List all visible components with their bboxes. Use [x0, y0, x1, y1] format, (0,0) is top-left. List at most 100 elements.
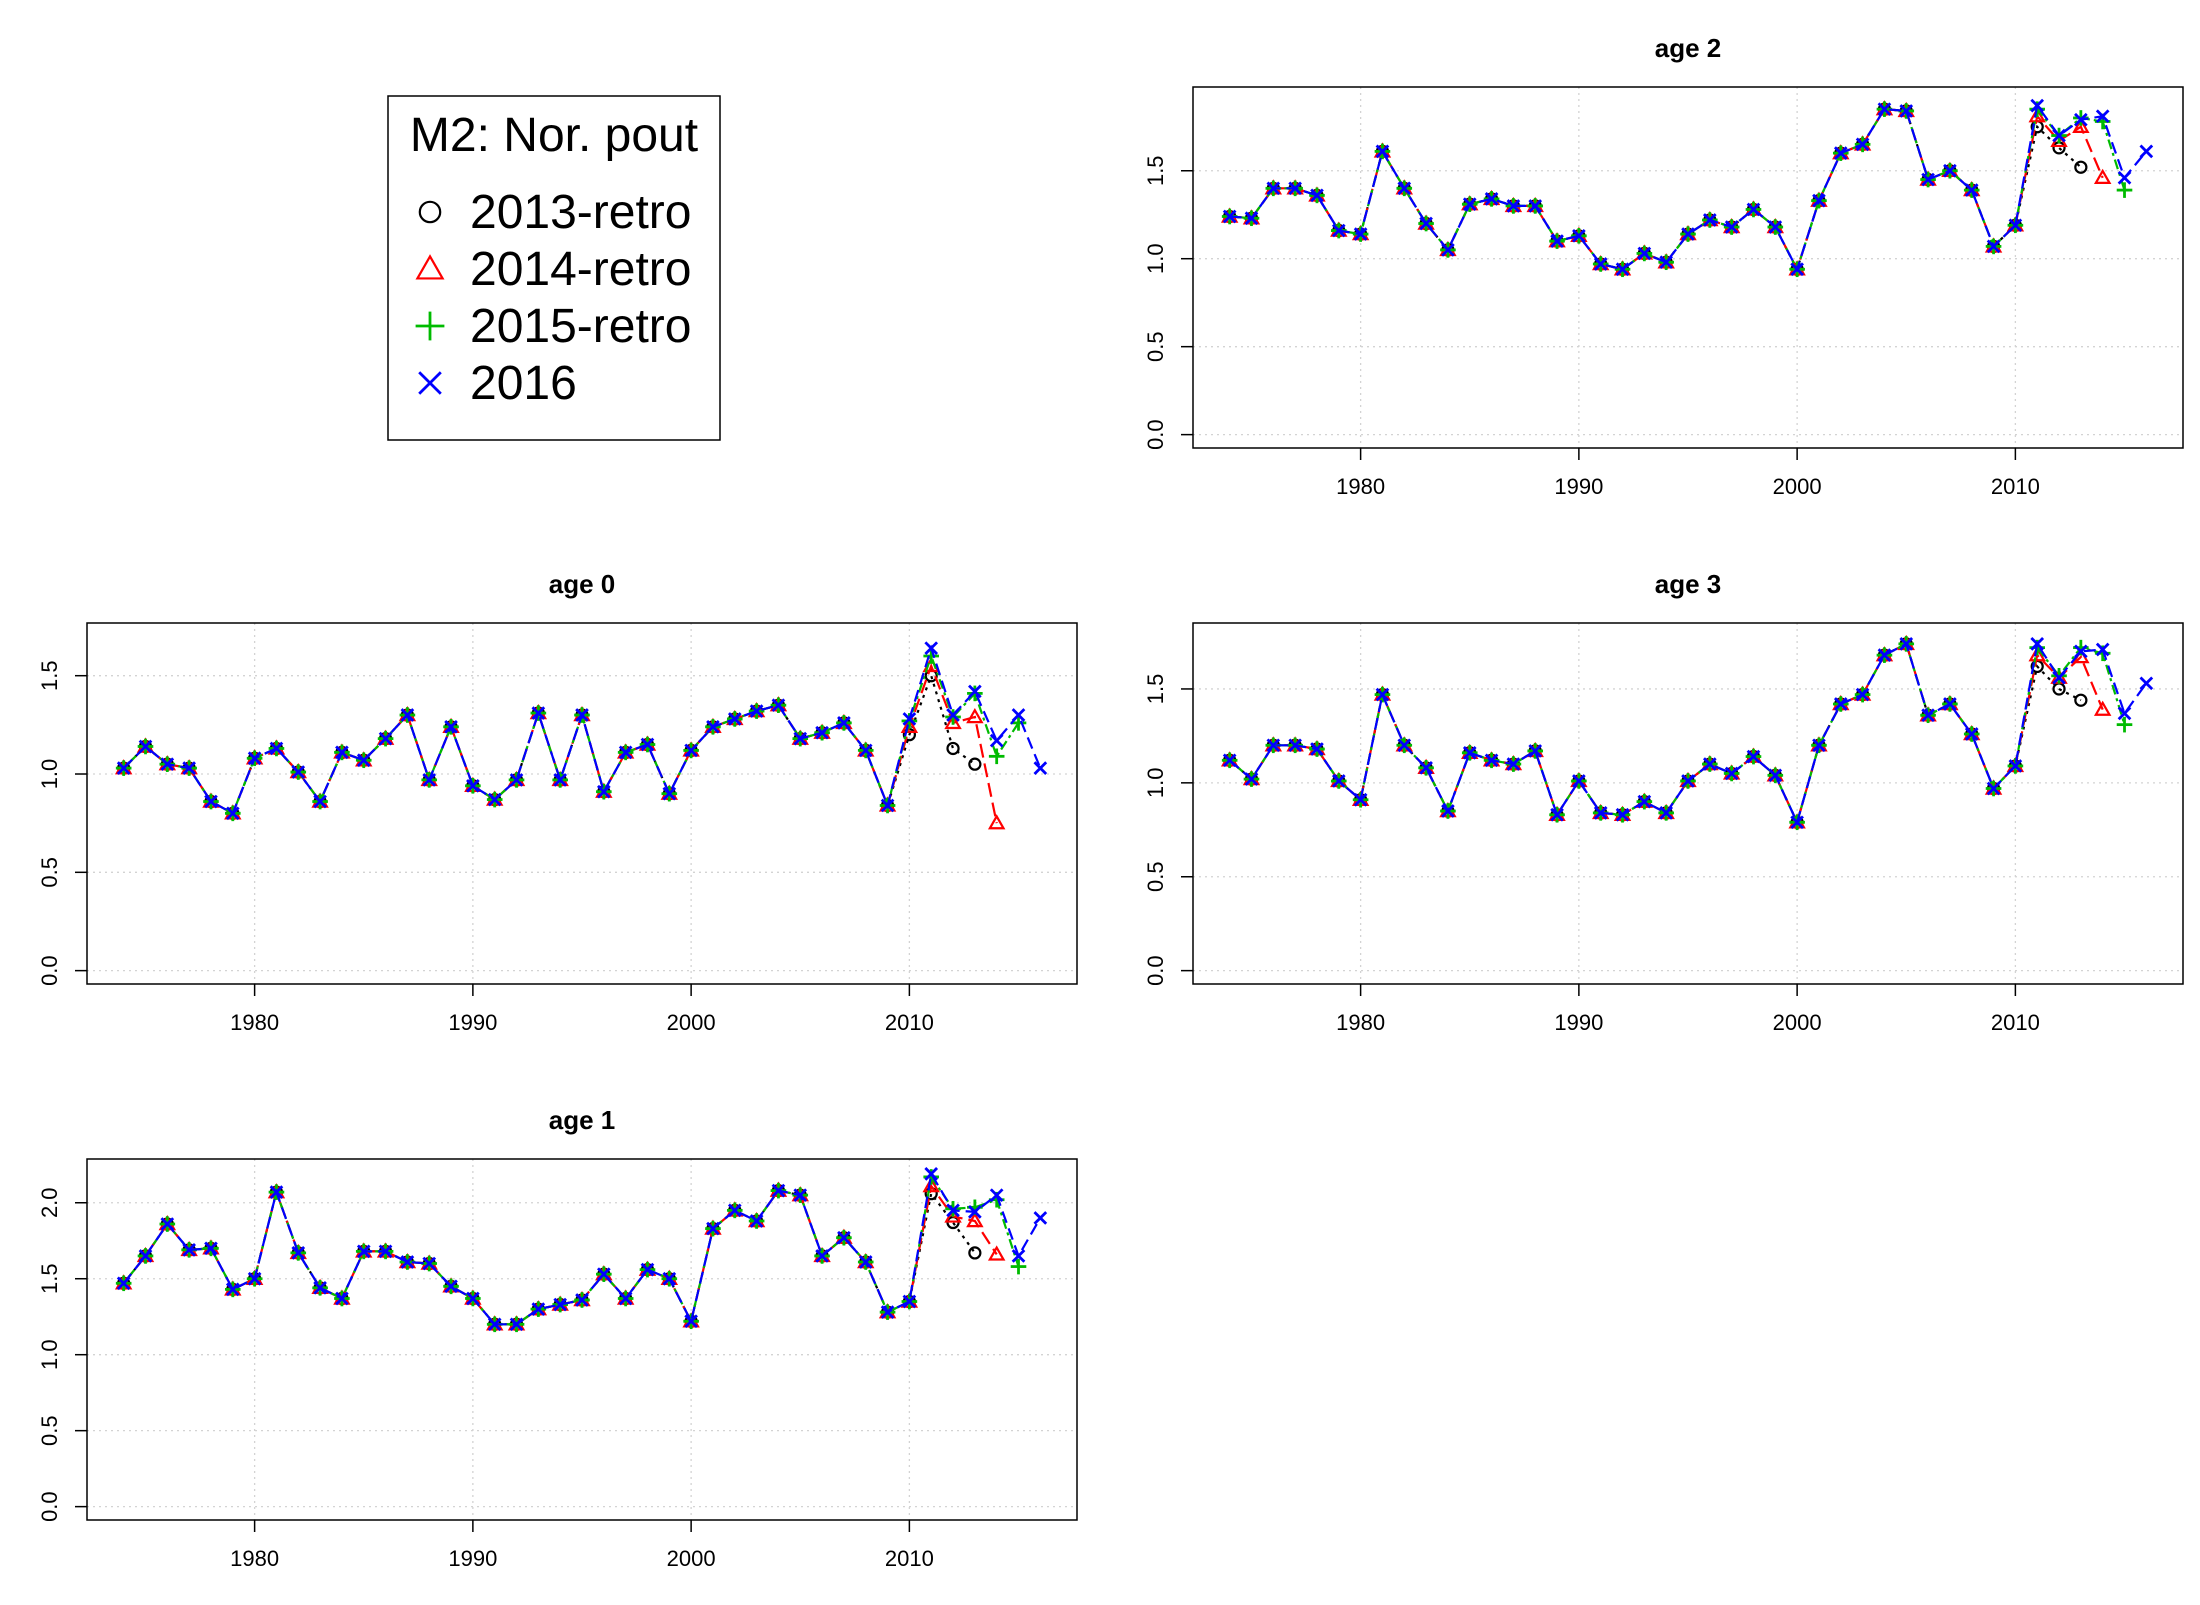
data-point [1011, 708, 1026, 722]
data-point [1550, 234, 1564, 248]
data-point [968, 1205, 982, 1219]
panel-title: age 2 [1655, 33, 1722, 63]
x-tick-label: 2010 [1991, 1010, 2040, 1035]
data-point [793, 731, 808, 746]
data-point [1659, 806, 1674, 820]
panel-age-0: age 0 1980 1990 2000 2010 0.0 0.5 1.0 1.5 [37, 569, 1078, 1035]
panel-age-1: age 1 1980 1990 2000 2010 0.0 0.5 1.0 1.5 2.0 [37, 1105, 1078, 1571]
y-axis: 0.0 0.5 1.0 1.5 [37, 660, 87, 986]
data-point [1441, 243, 1455, 257]
data-point [1419, 760, 1433, 775]
y-axis: 0.0 0.5 1.0 1.5 [1143, 155, 1193, 450]
data-point [182, 1243, 196, 1257]
data-point [815, 725, 829, 740]
data-point [225, 1282, 240, 1297]
data-point [1484, 753, 1499, 768]
data-point [924, 1167, 939, 1181]
data-point [1462, 197, 1477, 212]
x-tick-label: 2000 [1773, 474, 1822, 499]
y-tick-label: 0.5 [1143, 331, 1168, 362]
x-tick-label: 1990 [1554, 1010, 1603, 1035]
data-point [1266, 181, 1281, 196]
plot-frame [1192, 622, 2184, 985]
data-point [2116, 716, 2133, 733]
data-point [1855, 137, 1870, 152]
data-point [988, 748, 1005, 765]
x-tick-label: 2010 [885, 1010, 934, 1035]
data-point [1375, 687, 1390, 702]
data-point [968, 757, 982, 771]
series-2016 [1222, 637, 2154, 830]
data-point [1528, 199, 1543, 213]
data-point [2074, 644, 2088, 659]
data-point [968, 1246, 982, 1260]
x-tick-label: 1980 [1336, 1010, 1385, 1035]
data-point [247, 1271, 262, 1286]
grid [87, 1159, 1077, 1520]
data-point [1986, 781, 2001, 796]
data-point [1943, 697, 1957, 711]
data-point [771, 1183, 786, 1198]
data-point [138, 739, 153, 754]
data-point [2008, 759, 2023, 773]
data-point [1033, 761, 1048, 775]
data-point [1288, 738, 1302, 753]
data-point [2095, 642, 2110, 657]
data-point [900, 717, 919, 734]
data-point [1353, 227, 1368, 241]
data-point [1615, 807, 1630, 822]
data-point [1812, 738, 1826, 753]
data-point [2028, 646, 2046, 662]
y-tick-label: 1.0 [37, 1339, 62, 1370]
data-point [1921, 172, 1935, 187]
data-point [596, 784, 611, 799]
data-point [880, 1305, 895, 1319]
data-point [2117, 706, 2132, 721]
data-point [1010, 1258, 1027, 1275]
data-point [858, 1255, 873, 1269]
data-point [1964, 727, 1979, 741]
data-point [727, 1203, 742, 1218]
data-point [2028, 107, 2046, 123]
data-point [2139, 144, 2154, 159]
x-tick-label: 1990 [448, 1010, 497, 1035]
data-point [335, 1291, 349, 1306]
data-point [1222, 753, 1237, 768]
data-point [531, 1302, 546, 1316]
data-point [1550, 807, 1564, 822]
data-point [684, 1314, 698, 1329]
data-point [116, 761, 131, 775]
data-point [1375, 144, 1390, 159]
data-point [1768, 768, 1783, 783]
data-point [706, 719, 720, 734]
data-point [1010, 715, 1027, 731]
x-tick-label: 2010 [885, 1546, 934, 1571]
data-point [1033, 1211, 1048, 1225]
data-point [1506, 757, 1521, 771]
panel-title: age 1 [549, 1105, 616, 1135]
data-point [466, 778, 480, 793]
data-point [902, 1294, 917, 1309]
data-point [1746, 749, 1761, 764]
data-point [968, 684, 982, 699]
data-point [378, 731, 393, 746]
data-point [2030, 637, 2045, 651]
data-point [1441, 804, 1455, 818]
data-point [1724, 220, 1739, 234]
data-point [966, 1211, 984, 1228]
y-tick-label: 2.0 [37, 1187, 62, 1218]
x-tick-label: 1980 [230, 1546, 279, 1571]
x-axis: 1980 1990 2000 2010 [230, 1520, 934, 1571]
data-point [727, 712, 742, 726]
data-point [749, 704, 764, 718]
data-point [422, 1256, 437, 1271]
data-point [640, 1262, 655, 1277]
data-point [2008, 218, 2023, 233]
data-point [684, 743, 698, 758]
data-point [1768, 220, 1783, 234]
data-point [1877, 102, 1892, 117]
x-axis: 1980 1990 2000 2010 [1336, 448, 2040, 499]
data-point [356, 1244, 371, 1259]
data-point [1790, 262, 1804, 277]
